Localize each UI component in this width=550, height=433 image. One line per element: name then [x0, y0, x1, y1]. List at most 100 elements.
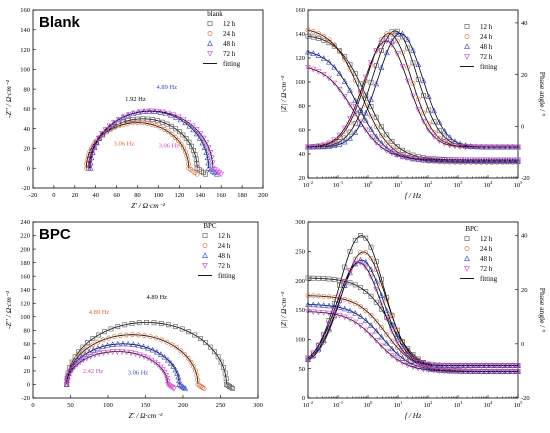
y-tick-label: 20	[24, 368, 31, 375]
data-point	[194, 372, 200, 378]
y2-tick-label: 40	[521, 20, 528, 27]
impedance-point	[441, 157, 448, 163]
x-tick-label: 0	[31, 402, 34, 409]
data-point	[122, 322, 128, 328]
phase-point	[373, 287, 380, 293]
y-tick-label: -20	[21, 395, 30, 402]
legend-entry: 24 h	[480, 33, 493, 41]
data-point	[174, 345, 179, 351]
data-point	[81, 348, 87, 354]
phase-point	[383, 49, 390, 56]
phase-point	[315, 345, 322, 352]
x-axis-label: Z' / Ω·cm⁻²	[129, 411, 164, 420]
phase-point	[373, 277, 380, 284]
data-point	[185, 355, 191, 361]
phase-point	[431, 119, 437, 125]
data-point	[132, 351, 139, 357]
data-point	[173, 135, 178, 140]
impedance-point	[400, 147, 405, 153]
impedance-point	[368, 114, 374, 119]
data-point	[116, 123, 122, 129]
x-tick-label: 105	[514, 180, 524, 189]
impedance-point	[425, 157, 432, 163]
impedance-point	[352, 319, 359, 326]
y-axis-label: |Z| / Ω·cm⁻²	[279, 291, 288, 328]
data-point	[96, 332, 101, 338]
x-tick-exponent: 1	[400, 180, 402, 185]
data-point	[194, 161, 200, 167]
phase-point	[357, 256, 364, 263]
legend-entry: 12 h	[480, 235, 493, 243]
y-tick-label: 100	[295, 337, 305, 344]
plot-frame	[307, 9, 519, 179]
impedance-point	[310, 293, 316, 299]
impedance-point	[420, 366, 427, 373]
x-tick-label: 150	[141, 402, 151, 409]
data-point	[99, 343, 106, 349]
impedance-point	[389, 138, 395, 144]
impedance-point	[320, 310, 327, 316]
phase-point	[509, 363, 516, 369]
impedance-point	[436, 368, 443, 374]
data-point	[153, 335, 159, 341]
y-tick-label: 300	[295, 219, 305, 226]
data-point	[108, 326, 114, 332]
impedance-point	[378, 144, 385, 151]
phase-point	[320, 142, 327, 149]
data-point	[85, 340, 90, 346]
x-tick-label: 104	[484, 180, 494, 189]
data-point	[215, 354, 221, 360]
impedance-point	[426, 158, 432, 164]
impedance-point	[362, 117, 369, 123]
phase-point	[389, 321, 395, 328]
data-point	[96, 351, 102, 357]
data-point	[193, 127, 200, 133]
x-axis-label: f / Hz	[405, 191, 421, 200]
impedance-point	[358, 81, 363, 87]
impedance-point	[347, 298, 353, 304]
phase-point	[379, 281, 384, 287]
y2-tick-label: -20	[521, 175, 530, 182]
data-point	[117, 333, 123, 338]
phase-point	[483, 363, 490, 369]
data-point	[90, 145, 97, 151]
impedance-point	[331, 80, 338, 87]
phase-point	[420, 77, 427, 84]
impedance-point	[326, 37, 332, 43]
phase-point	[373, 63, 379, 69]
x-tick-label: 300	[253, 402, 263, 409]
x-tick-label: 40	[92, 192, 99, 199]
impedance-point	[357, 107, 364, 113]
phase-point	[363, 95, 369, 101]
data-point	[209, 160, 216, 167]
data-point	[176, 129, 182, 135]
x-tick-label: 180	[237, 192, 247, 199]
y-tick-label: 120	[20, 47, 30, 54]
fitting-curve	[66, 322, 227, 385]
data-point	[163, 373, 169, 379]
phase-point	[425, 362, 432, 368]
data-point	[203, 171, 208, 177]
impedance-point	[394, 152, 401, 159]
impedance-point	[305, 309, 311, 315]
impedance-point	[399, 360, 406, 366]
impedance-point	[488, 157, 495, 164]
phase-point	[400, 50, 405, 55]
data-point	[114, 349, 121, 355]
phase-point	[394, 38, 400, 44]
data-point	[72, 354, 78, 360]
data-point	[199, 139, 206, 146]
series-72-h	[305, 38, 521, 164]
impedance-point	[320, 71, 327, 78]
phase-point	[404, 353, 411, 360]
data-point	[77, 352, 83, 357]
y-tick-label: 150	[295, 307, 305, 314]
phase-point	[331, 307, 338, 314]
data-point	[201, 144, 208, 151]
impedance-point	[342, 297, 348, 302]
x-tick-label: 100	[364, 180, 374, 189]
phase-point	[478, 363, 485, 369]
data-point	[178, 141, 184, 147]
data-point	[130, 341, 137, 347]
data-point	[130, 120, 136, 126]
